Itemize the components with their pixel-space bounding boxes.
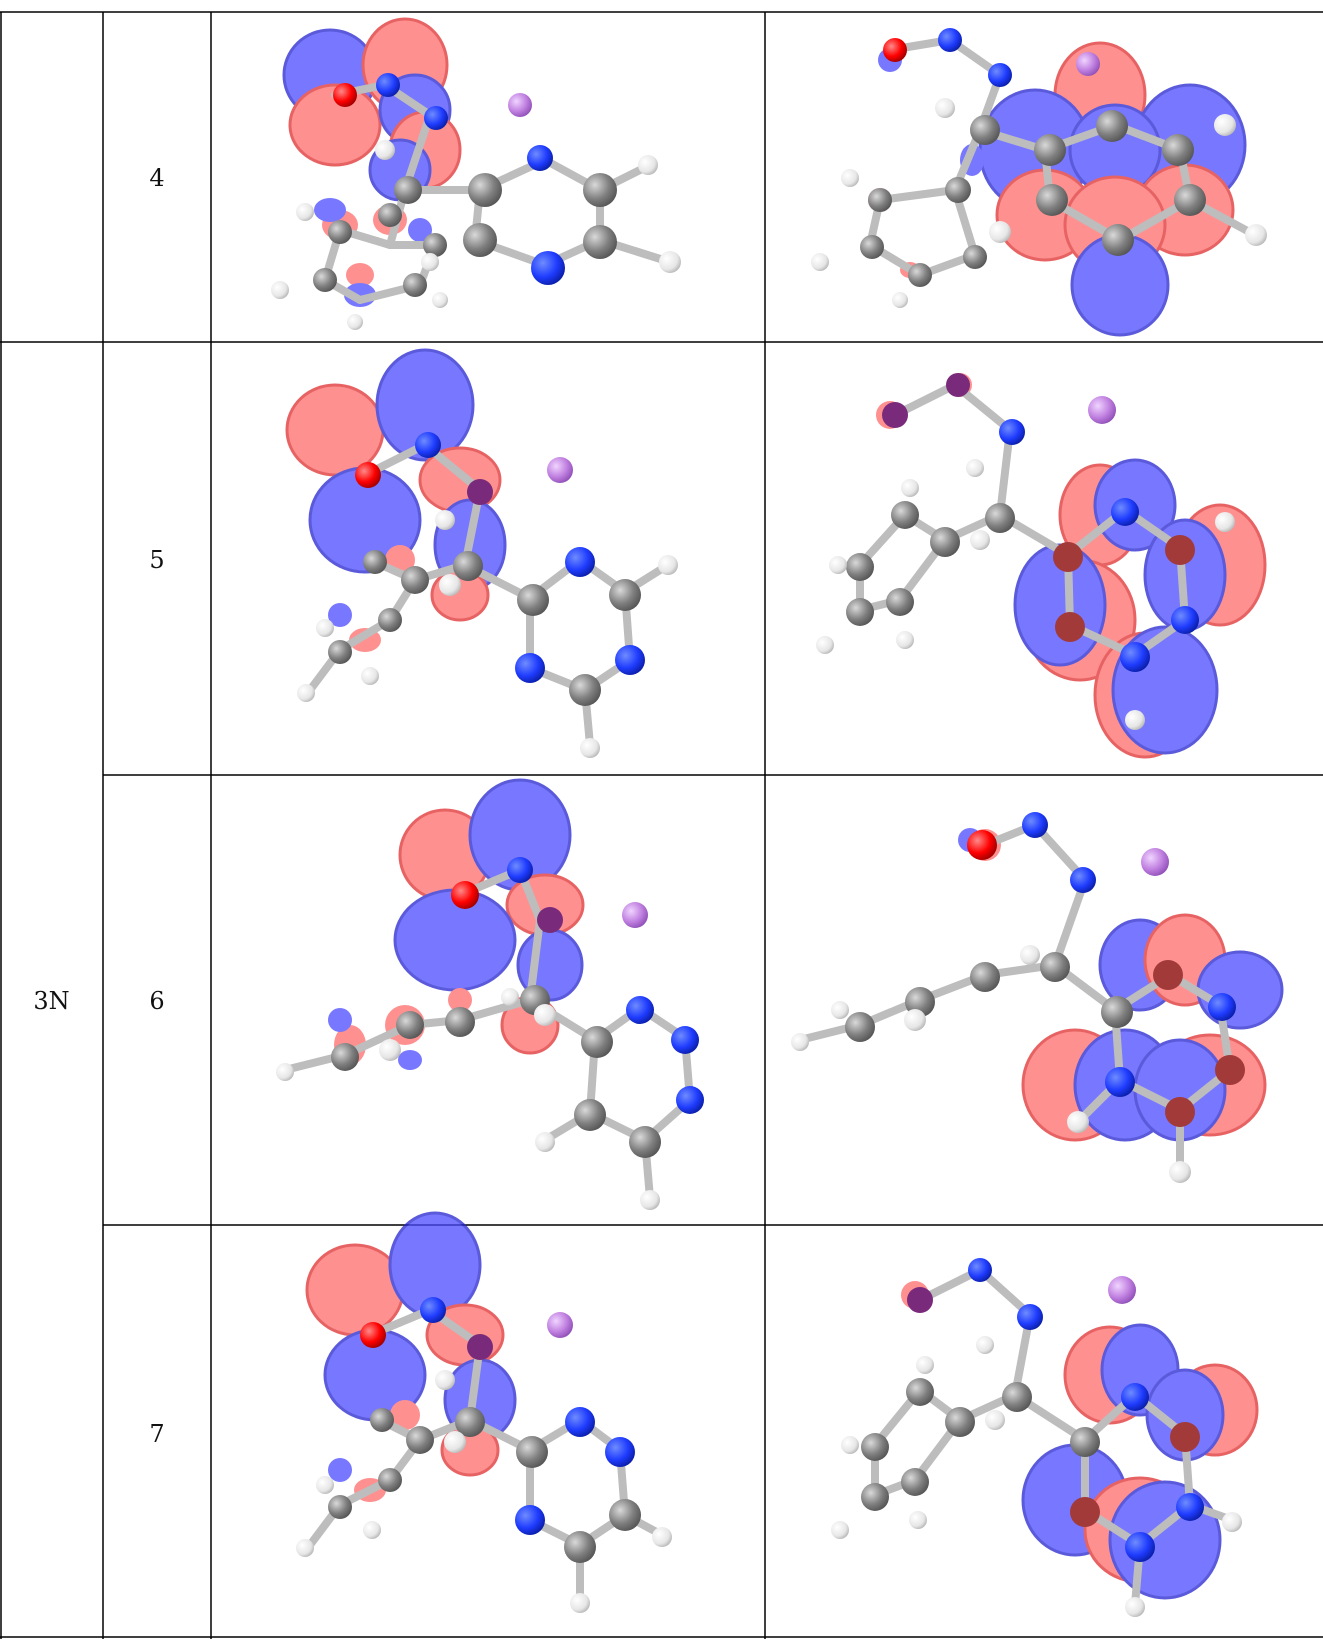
row-6-label: 6 [149,987,165,1015]
row-5-label: 5 [149,546,165,574]
orbital-5-a [285,348,678,758]
group-label: 3N [33,987,70,1015]
orbital-5-b [816,373,1267,759]
orbital-4-a [271,17,681,330]
orbital-4-b [811,28,1267,337]
row-7-label: 7 [149,1420,165,1448]
row-4-label: 4 [149,164,165,192]
orbital-7-b [831,1258,1259,1617]
orbital-7-a [296,1211,672,1613]
orbital-6-b [791,812,1284,1183]
orbital-6-a [276,778,704,1210]
